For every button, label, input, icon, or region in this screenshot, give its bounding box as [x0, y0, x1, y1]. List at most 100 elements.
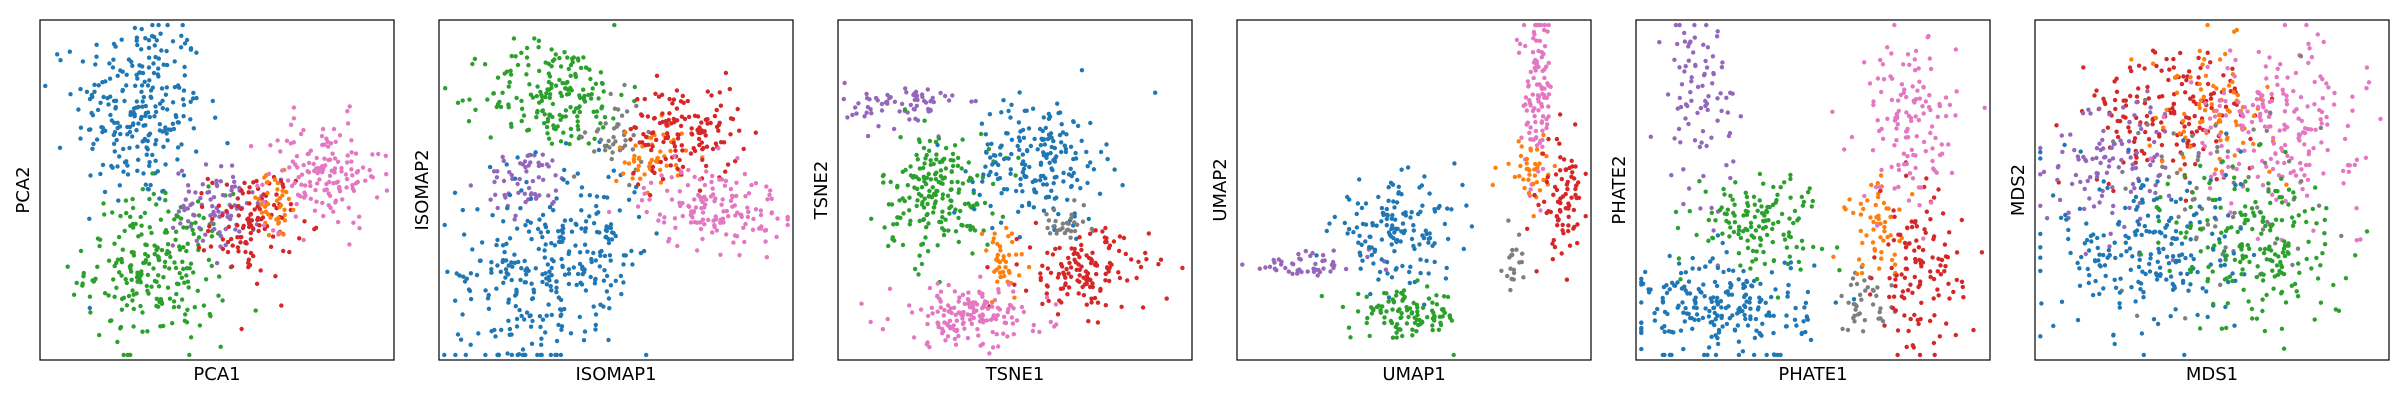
data-point — [2209, 105, 2214, 111]
data-point — [1909, 147, 1915, 153]
data-point — [280, 188, 285, 193]
data-point — [1910, 192, 1915, 197]
data-point — [1006, 282, 1012, 287]
data-point — [1852, 313, 1857, 318]
data-point — [1401, 211, 1406, 216]
data-point — [521, 352, 526, 358]
data-point — [1038, 178, 1043, 183]
data-point — [537, 68, 542, 74]
data-point — [2311, 228, 2316, 233]
data-point — [1979, 250, 1985, 255]
data-point — [966, 290, 971, 295]
data-point — [2094, 171, 2099, 176]
data-point — [1389, 275, 1395, 280]
data-point — [1519, 144, 1524, 149]
data-point — [1011, 289, 1016, 294]
data-point — [1415, 278, 1420, 283]
data-point — [1041, 115, 1047, 120]
data-point — [1691, 305, 1697, 310]
data-point — [603, 121, 608, 126]
data-point — [718, 252, 723, 257]
data-point — [988, 169, 993, 175]
data-point — [1677, 95, 1683, 101]
data-point — [1678, 328, 1684, 333]
data-point — [544, 282, 549, 287]
data-point — [291, 116, 297, 121]
data-point — [746, 209, 751, 215]
data-point — [1533, 119, 1538, 125]
data-point — [143, 36, 148, 41]
data-point — [547, 92, 553, 97]
data-point — [1267, 264, 1273, 269]
data-point — [1013, 188, 1019, 194]
data-point — [1296, 268, 1302, 273]
data-point — [1541, 132, 1546, 138]
data-point — [1574, 183, 1579, 188]
data-point — [1542, 27, 1547, 33]
data-point — [1731, 229, 1737, 235]
data-point — [1910, 343, 1916, 348]
data-point — [1786, 230, 1792, 235]
data-point — [1415, 305, 1420, 310]
data-point — [1389, 320, 1395, 326]
data-point — [689, 126, 694, 131]
data-point — [2110, 156, 2116, 161]
data-point — [1931, 340, 1937, 346]
data-point — [686, 203, 691, 209]
data-point — [1390, 213, 1395, 218]
data-point — [262, 175, 267, 180]
data-point — [2086, 248, 2092, 253]
data-point — [1741, 268, 1746, 274]
data-point — [942, 228, 947, 233]
data-point — [2142, 224, 2147, 229]
data-point — [2155, 259, 2160, 264]
data-point — [154, 303, 159, 309]
data-point — [2129, 285, 2134, 290]
data-point — [1426, 296, 1432, 301]
data-point — [528, 192, 534, 197]
data-point — [693, 205, 699, 210]
data-point — [992, 231, 997, 236]
data-point — [648, 193, 653, 198]
data-point — [521, 113, 527, 118]
data-point — [188, 47, 194, 52]
data-point — [665, 188, 670, 193]
data-point — [1911, 98, 1917, 103]
data-point — [654, 73, 660, 79]
data-point — [134, 128, 139, 133]
data-point — [2124, 249, 2129, 254]
data-point — [562, 167, 567, 173]
data-point — [1528, 69, 1534, 75]
data-point — [1521, 177, 1526, 182]
data-point — [1840, 326, 1845, 332]
data-point — [2346, 169, 2352, 174]
data-point — [1068, 166, 1073, 171]
data-point — [1537, 188, 1543, 193]
data-point — [92, 89, 97, 95]
data-point — [119, 256, 124, 262]
data-point — [2173, 199, 2179, 204]
data-point — [1026, 126, 1032, 131]
data-point — [145, 272, 151, 278]
data-point — [538, 352, 543, 358]
data-point — [971, 308, 977, 314]
data-point — [1946, 281, 1951, 286]
data-point — [1062, 143, 1068, 148]
data-point — [1525, 226, 1530, 231]
data-point — [2151, 197, 2157, 203]
data-point — [143, 251, 148, 257]
data-point — [892, 238, 897, 243]
data-point — [1908, 316, 1913, 322]
data-point — [1015, 143, 1020, 149]
data-point — [1392, 230, 1397, 235]
data-point — [1100, 229, 1105, 234]
data-point — [1048, 150, 1053, 156]
data-point — [1374, 223, 1379, 228]
data-point — [2218, 282, 2223, 287]
data-point — [2223, 104, 2229, 110]
data-point — [2306, 152, 2311, 157]
data-point — [996, 287, 1001, 292]
data-point — [1751, 352, 1757, 358]
data-point — [608, 222, 614, 227]
data-point — [1105, 265, 1110, 271]
